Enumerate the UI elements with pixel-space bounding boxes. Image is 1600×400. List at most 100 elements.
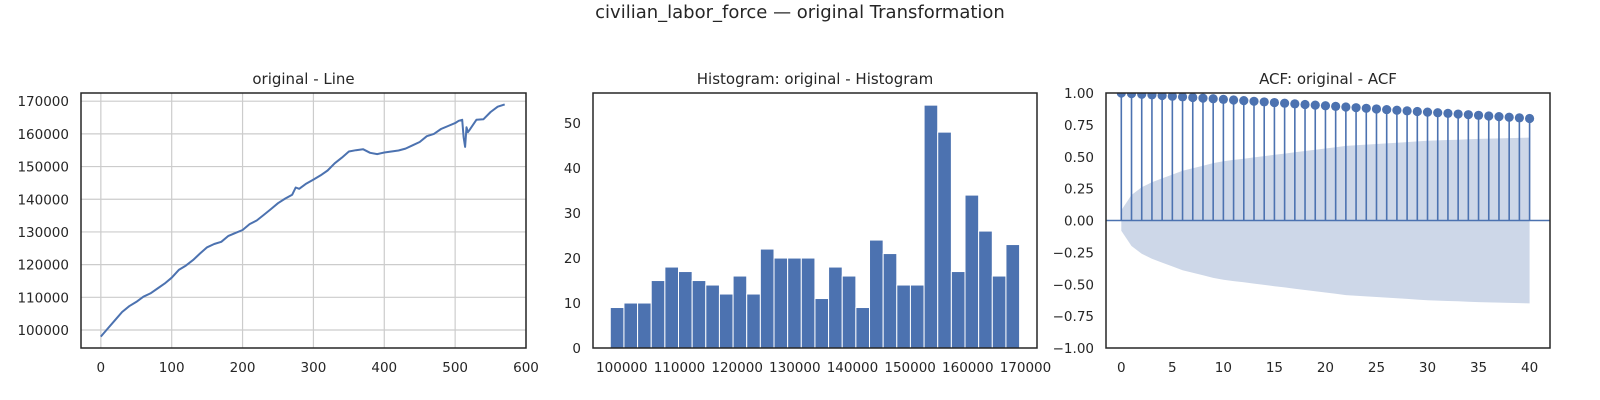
histogram-bar (978, 230, 993, 348)
axes-frame (80, 92, 527, 349)
histogram-bar (814, 298, 830, 348)
acf-marker (1116, 93, 1126, 98)
y-tick-label: −1.00 (1053, 341, 1094, 357)
acf-marker (1320, 101, 1331, 111)
figure-title: civilian_labor_force — original Transfor… (595, 2, 1005, 23)
acf-marker (1433, 108, 1443, 118)
y-tick-label: −0.25 (1053, 245, 1094, 261)
subplot-title: ACF: original - ACF (1259, 70, 1397, 88)
histogram-bar (718, 293, 734, 348)
x-tick-label: 600 (513, 360, 539, 376)
histogram-bar (759, 248, 775, 348)
x-tick-label: 150000 (884, 360, 936, 376)
histogram-bar (1005, 244, 1021, 348)
acf-marker (1463, 110, 1473, 120)
acf-marker (1269, 97, 1280, 108)
histogram-bar (637, 302, 652, 348)
acf-marker (1259, 97, 1269, 107)
acf-marker (1147, 93, 1157, 100)
acf-marker (1392, 105, 1402, 115)
acf-marker (1126, 93, 1137, 99)
y-tick-label: 1.00 (1064, 86, 1094, 102)
acf-marker (1443, 108, 1453, 118)
acf-marker (1351, 103, 1361, 113)
histogram-bar (732, 275, 748, 348)
subplot-title: original - Line (252, 70, 354, 88)
acf-marker (1494, 111, 1504, 122)
histogram-bar (950, 271, 966, 348)
histogram-bar (882, 253, 898, 348)
acf-marker (1504, 112, 1514, 122)
x-tick-label: 25 (1368, 360, 1385, 376)
histogram-bar (787, 257, 802, 348)
acf-marker (1382, 104, 1392, 115)
y-tick-label: 0.25 (1064, 182, 1094, 198)
histogram-bar (923, 104, 939, 348)
histogram-bar (678, 271, 693, 348)
acf-marker (1361, 103, 1371, 113)
x-tick-label: 15 (1266, 360, 1283, 376)
y-tick-label: 130000 (17, 225, 69, 241)
x-tick-label: 140000 (827, 360, 879, 376)
y-tick-label: −0.50 (1053, 277, 1094, 293)
acf-marker (1310, 100, 1320, 110)
acf-marker (1198, 93, 1208, 103)
x-tick-label: 10 (1215, 360, 1232, 376)
x-tick-label: 120000 (711, 360, 763, 376)
plot-area (609, 104, 1021, 348)
plot-area (100, 103, 506, 338)
acf-marker (1208, 94, 1218, 104)
y-tick-label: 160000 (17, 127, 69, 143)
subplot-3: ACF: original - ACF 0 5 10 15 20 25 30 35 40 −1.00… (1053, 70, 1551, 376)
x-tick-label: 110000 (654, 360, 706, 376)
x-tick-label: 100000 (596, 360, 648, 376)
x-tick-label: 130000 (769, 360, 821, 376)
subplot-2: Histogram: original - Histogram 100000 110… (564, 70, 1051, 376)
x-tick-label: 0 (1117, 360, 1126, 376)
acf-marker (1177, 93, 1188, 102)
y-tick-label: 100000 (17, 323, 69, 339)
acf-marker (1188, 93, 1198, 103)
x-tick-label: 170000 (1000, 360, 1052, 376)
y-tick-label: 140000 (17, 192, 69, 208)
y-tick-label: 0.00 (1064, 214, 1094, 230)
histogram-bar (828, 266, 843, 348)
acf-marker (1524, 113, 1535, 124)
acf-marker (1137, 93, 1147, 99)
y-tick-label: 0.50 (1064, 150, 1094, 166)
histogram-bar (855, 307, 871, 348)
acf-marker (1484, 111, 1494, 121)
histogram-bar (773, 257, 789, 348)
axes-frame (592, 92, 1038, 349)
y-tick-label: 40 (564, 161, 581, 177)
acf-marker (1167, 93, 1177, 101)
histogram-bar (623, 302, 639, 348)
y-tick-label: 0 (572, 341, 581, 357)
y-tick-label: 150000 (17, 160, 69, 176)
y-tick-label: 30 (564, 206, 581, 222)
histogram-bar (800, 257, 816, 348)
histogram-bar (609, 307, 625, 348)
y-tick-label: 170000 (17, 94, 69, 110)
acf-marker (1514, 113, 1524, 123)
y-tick-label: 50 (564, 116, 581, 132)
acf-marker (1249, 96, 1259, 106)
x-tick-label: 300 (301, 360, 327, 376)
y-tick-label: 20 (564, 251, 581, 267)
x-tick-label: 500 (442, 360, 468, 376)
x-tick-label: 400 (371, 360, 397, 376)
histogram-bar (650, 280, 666, 348)
histogram-bar (705, 284, 720, 348)
histogram-bar (691, 280, 707, 348)
y-tick-label: 110000 (17, 290, 69, 306)
x-tick-label: 20 (1317, 360, 1334, 376)
histogram-bar (909, 284, 925, 348)
histogram-bar (664, 266, 680, 348)
acf-marker (1422, 107, 1433, 117)
x-tick-label: 5 (1168, 360, 1177, 376)
histogram-bar (964, 194, 980, 348)
acf-marker (1300, 99, 1310, 110)
subplot-title: Histogram: original - Histogram (697, 70, 933, 88)
